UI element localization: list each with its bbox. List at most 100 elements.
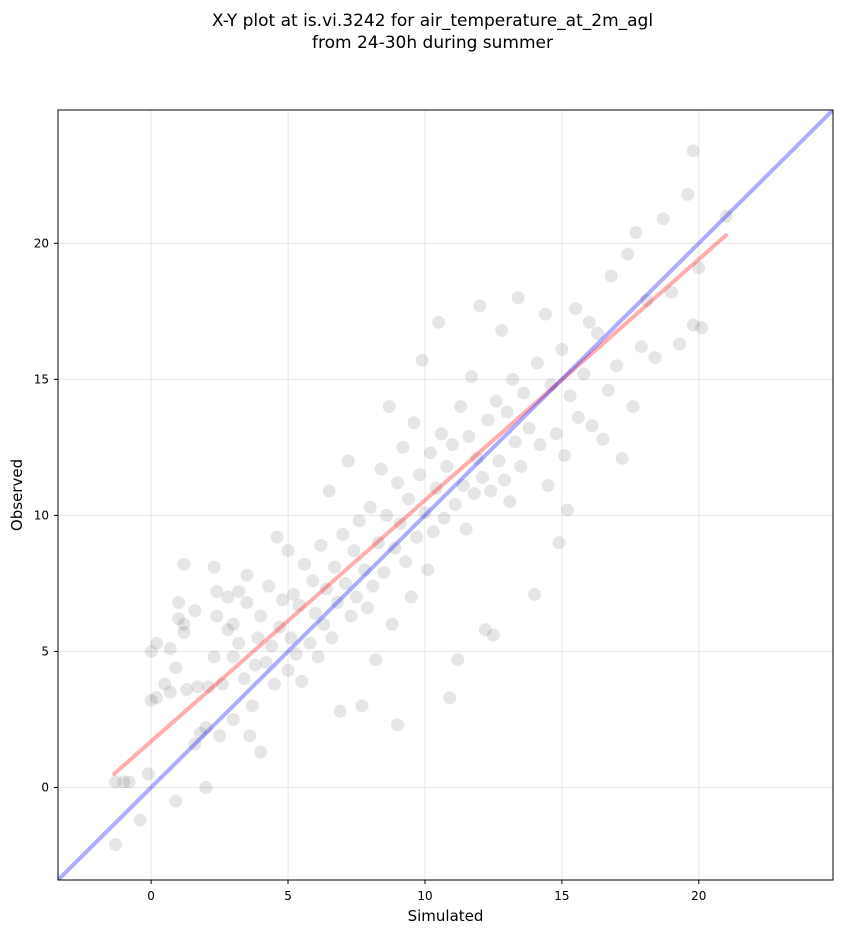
scatter-point	[171, 595, 185, 609]
scatter-point	[169, 794, 183, 808]
x-axis-label: Simulated	[408, 907, 484, 925]
scatter-point	[254, 609, 268, 623]
scatter-point	[358, 563, 372, 577]
scatter-point	[590, 326, 604, 340]
scatter-point	[311, 650, 325, 664]
scatter-point	[571, 410, 585, 424]
scatter-point	[276, 593, 290, 607]
scatter-point	[528, 587, 542, 601]
scatter-point	[486, 628, 500, 642]
scatter-point	[109, 775, 123, 789]
scatter-point	[664, 285, 678, 299]
scatter-point	[473, 299, 487, 313]
scatter-point	[177, 617, 191, 631]
scatter-point	[448, 498, 462, 512]
scatter-point	[207, 560, 221, 574]
scatter-point	[412, 468, 426, 482]
scatter-point	[626, 400, 640, 414]
scatter-point	[492, 454, 506, 468]
scatter-point	[456, 478, 470, 492]
scatter-point	[109, 838, 123, 852]
scatter-point	[281, 663, 295, 677]
scatter-point	[245, 699, 259, 713]
scatter-point	[465, 370, 479, 384]
scatter-point	[355, 699, 369, 713]
scatter-point	[295, 674, 309, 688]
scatter-point	[325, 631, 339, 645]
scatter-point	[163, 642, 177, 656]
scatter-point	[248, 658, 262, 672]
scatter-point	[232, 585, 246, 599]
scatter-point	[273, 620, 287, 634]
scatter-point	[226, 650, 240, 664]
scatter-point	[322, 484, 336, 498]
scatter-point	[308, 606, 322, 620]
plot-area	[58, 110, 833, 880]
scatter-point	[221, 590, 235, 604]
scatter-point	[207, 650, 221, 664]
x-tick-label: 10	[417, 889, 432, 903]
scatter-point	[563, 389, 577, 403]
scatter-point	[522, 421, 536, 435]
scatter-point	[319, 582, 333, 596]
scatter-point	[374, 462, 388, 476]
scatter-point	[555, 342, 569, 356]
scatter-point	[508, 435, 522, 449]
scatter-point	[621, 247, 635, 261]
scatter-point	[396, 440, 410, 454]
scatter-point	[237, 672, 251, 686]
scatter-point	[500, 405, 514, 419]
scatter-point	[267, 677, 281, 691]
chart-title: X-Y plot at is.vi.3242 for air_temperatu…	[0, 10, 843, 54]
scatter-point	[360, 601, 374, 615]
scatter-point	[199, 721, 213, 735]
scatter-point	[171, 612, 185, 626]
scatter-point	[188, 737, 202, 751]
scatter-point	[226, 617, 240, 631]
scatter-point	[199, 780, 213, 794]
scatter-point	[429, 481, 443, 495]
scatter-point	[240, 595, 254, 609]
scatter-point	[695, 321, 709, 335]
scatter-point	[287, 587, 301, 601]
scatter-point	[317, 617, 331, 631]
scatter-point	[191, 680, 205, 694]
scatter-point	[180, 683, 194, 697]
scatter-point	[210, 585, 224, 599]
scatter-point	[514, 459, 528, 473]
scatter-point	[434, 427, 448, 441]
scatter-point	[292, 598, 306, 612]
scatter-point	[478, 623, 492, 637]
scatter-point	[558, 449, 572, 463]
scatter-point	[686, 144, 700, 158]
scatter-point	[391, 718, 405, 732]
scatter-point	[440, 459, 454, 473]
scatter-point	[615, 451, 629, 465]
scatter-point	[240, 568, 254, 582]
scatter-point	[339, 576, 353, 590]
scatter-point	[369, 653, 383, 667]
x-tick-label: 5	[284, 889, 292, 903]
scatter-point	[686, 318, 700, 332]
scatter-point	[541, 478, 555, 492]
scatter-point	[303, 636, 317, 650]
scatter-point	[122, 775, 136, 789]
scatter-point	[418, 506, 432, 520]
scatter-point	[385, 617, 399, 631]
scatter-point	[410, 530, 424, 544]
scatter-point	[454, 400, 468, 414]
scatter-point	[144, 693, 158, 707]
scatter-point	[202, 680, 216, 694]
scatter-point	[163, 685, 177, 699]
scatter-point	[259, 655, 273, 669]
scatter-point	[382, 400, 396, 414]
scatter-point	[484, 484, 498, 498]
scatter-point	[254, 745, 268, 759]
scatter-point	[517, 386, 531, 400]
scatter-point	[656, 212, 670, 226]
scatter-point	[692, 261, 706, 275]
scatter-point	[582, 315, 596, 329]
scatter-point	[188, 604, 202, 618]
chart-title-line-1: X-Y plot at is.vi.3242 for air_temperatu…	[211, 11, 654, 31]
